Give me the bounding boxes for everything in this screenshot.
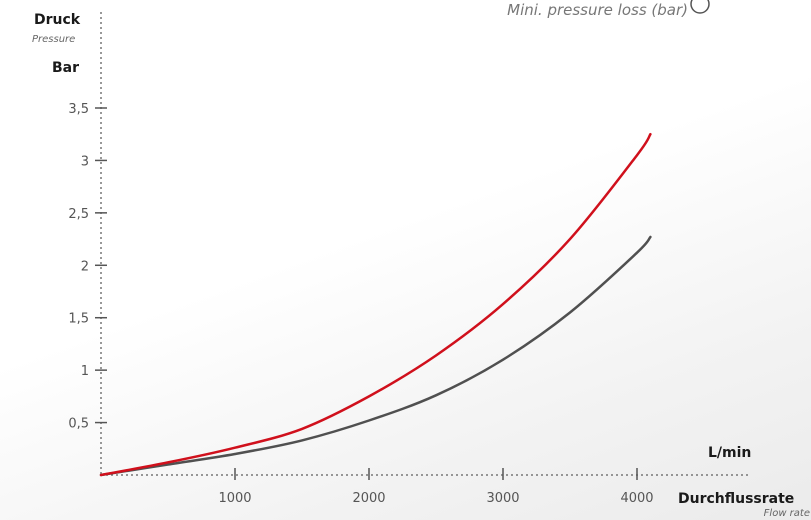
series-line-1 xyxy=(99,132,652,477)
x-tick-label: 4000 xyxy=(620,491,653,506)
info-circle-icon xyxy=(690,0,710,14)
x-axis-title: Durchflussrate xyxy=(678,491,794,507)
x-tick-label: 1000 xyxy=(218,491,251,506)
y-axis-title: Druck xyxy=(34,12,81,28)
y-axis-unit: Bar xyxy=(52,60,79,76)
x-tick-label: 3000 xyxy=(486,491,519,506)
y-tick-label: 1,5 xyxy=(68,312,89,327)
y-axis-subtitle: Pressure xyxy=(32,34,75,45)
y-tick-label: 0,5 xyxy=(68,417,89,432)
y-tick-label: 1 xyxy=(81,364,89,379)
x-axis-subtitle: Flow rate xyxy=(764,508,810,519)
y-tick-label: 2,5 xyxy=(68,207,89,222)
x-axis-unit: L/min xyxy=(708,445,751,461)
y-tick-label: 3,5 xyxy=(68,102,89,117)
chart-title: Mini. pressure loss (bar) xyxy=(507,1,688,19)
y-tick-label: 2 xyxy=(81,259,89,274)
y-tick-label: 3 xyxy=(81,154,89,169)
series-line-2 xyxy=(99,235,652,477)
x-tick-label: 2000 xyxy=(352,491,385,506)
